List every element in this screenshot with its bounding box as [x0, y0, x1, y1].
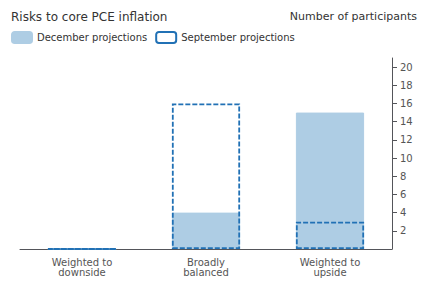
- svg-text:12: 12: [400, 134, 413, 145]
- svg-text:4: 4: [400, 207, 406, 218]
- svg-text:8: 8: [400, 171, 406, 182]
- svg-text:Risks to core PCE inflation: Risks to core PCE inflation: [11, 10, 167, 24]
- svg-text:Weighted to: Weighted to: [299, 256, 361, 268]
- svg-text:balanced: balanced: [183, 267, 229, 278]
- svg-text:18: 18: [400, 80, 413, 91]
- svg-text:Number of participants: Number of participants: [290, 10, 418, 23]
- svg-text:6: 6: [400, 189, 406, 200]
- svg-text:upside: upside: [313, 267, 346, 278]
- svg-text:20: 20: [400, 62, 413, 73]
- svg-text:December projections: December projections: [37, 32, 147, 43]
- svg-text:10: 10: [400, 153, 413, 164]
- svg-text:September projections: September projections: [181, 32, 295, 43]
- svg-text:downside: downside: [58, 267, 105, 278]
- svg-text:16: 16: [400, 98, 413, 109]
- svg-text:Broadly: Broadly: [187, 256, 225, 268]
- svg-text:14: 14: [400, 116, 413, 127]
- svg-text:Weighted to: Weighted to: [51, 256, 113, 268]
- svg-text:2: 2: [400, 225, 406, 236]
